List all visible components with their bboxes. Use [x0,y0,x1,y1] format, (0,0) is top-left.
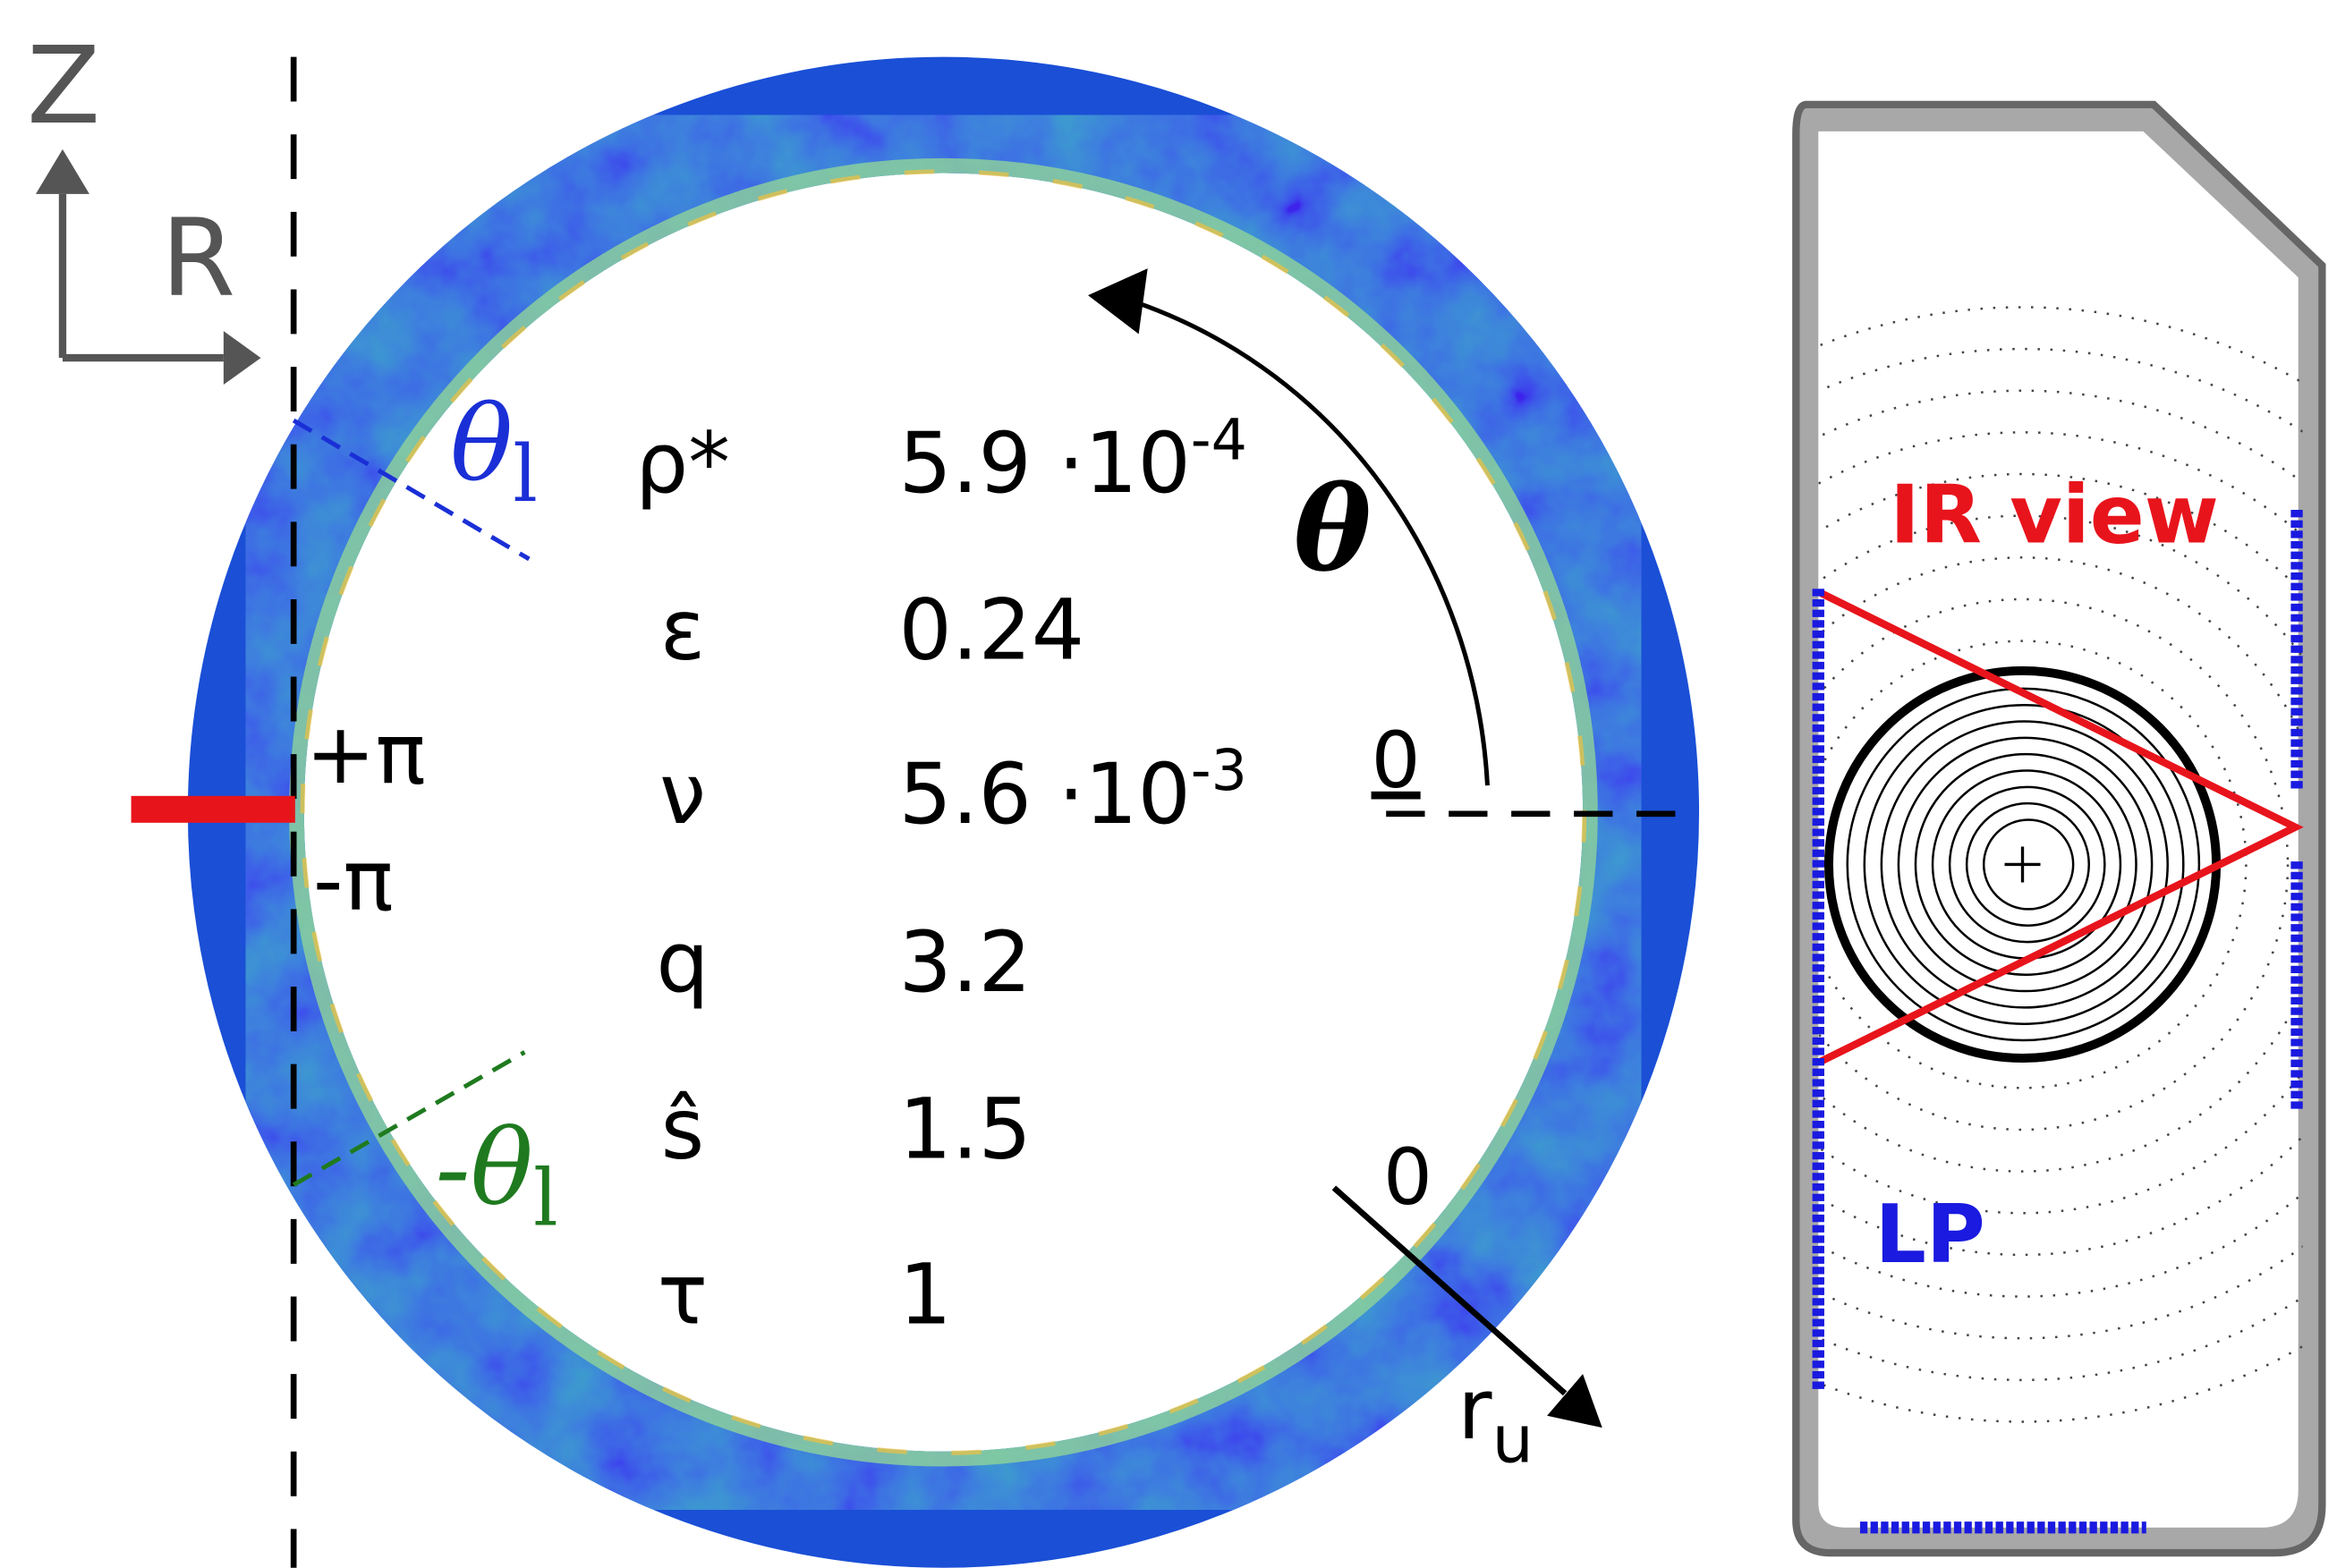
theta-l-sub: l [513,430,538,520]
theta-arrow-head [1088,268,1148,334]
r-label: R [161,197,235,321]
parameter-symbol: τ [658,1246,708,1343]
parameter-symbol: ε [660,581,705,679]
parameter-table: ρ* 5.9 ·10-4 ε 0.24 ν 5.6 ·10-3 q 3.2 ŝ 1.5 τ 1 [635,406,1247,1343]
value-mantissa: 5.9 ·10 [898,414,1190,512]
value-exponent: -4 [1191,406,1247,472]
parameter-value: 1.5 [898,1081,1031,1178]
value-mantissa: 0.24 [898,581,1084,679]
parameter-value: 5.9 ·10-4 [898,406,1246,512]
parameter-value: 1 [898,1246,951,1343]
ir-view-label: IR view [1890,470,2219,563]
radial-sub: u [1492,1402,1534,1478]
value-mantissa: 3.2 [898,913,1031,1011]
z-label: Z [27,24,100,148]
theta-zero: 0 [1372,716,1421,806]
minus-theta-l-sub: l [533,1155,558,1244]
plus-pi: +π [305,705,425,802]
theta-label: θ [1294,461,1372,598]
parameter-value: 3.2 [898,913,1031,1011]
parameter-value: 5.6 ·10-3 [898,737,1246,843]
theta-l-symbol: θ [450,385,513,505]
radial-zero: 0 [1383,1133,1432,1223]
value-mantissa: 1 [898,1246,951,1343]
minus-theta-l-symbol: -θ [435,1108,533,1229]
lp-label: LP [1875,1189,1985,1282]
page: {"axes": {"z": "Z", "r": "R"}, "angles":… [0,0,2337,1568]
value-mantissa: 1.5 [898,1081,1031,1178]
value-mantissa: 5.6 ·10 [898,745,1190,843]
parameter-value: 0.24 [898,581,1084,679]
parameter-symbol: q [656,913,709,1011]
figure: Z R +π -π θl -θl θ 0 0 ru ρ*5.9 ·10-4ε0.… [0,0,2337,1568]
radial-symbol: r [1457,1360,1492,1458]
value-exponent: -3 [1191,737,1247,803]
limiter-marker [132,796,295,823]
minus-theta-l-label: -θl [435,1108,557,1243]
parameter-symbol: ŝ [661,1081,705,1178]
parameter-symbol: ν [659,745,706,843]
theta-l-label: θl [450,385,538,520]
radial-label: ru [1457,1360,1534,1479]
minus-pi: -π [313,831,394,928]
parameter-symbol: ρ* [635,414,730,512]
